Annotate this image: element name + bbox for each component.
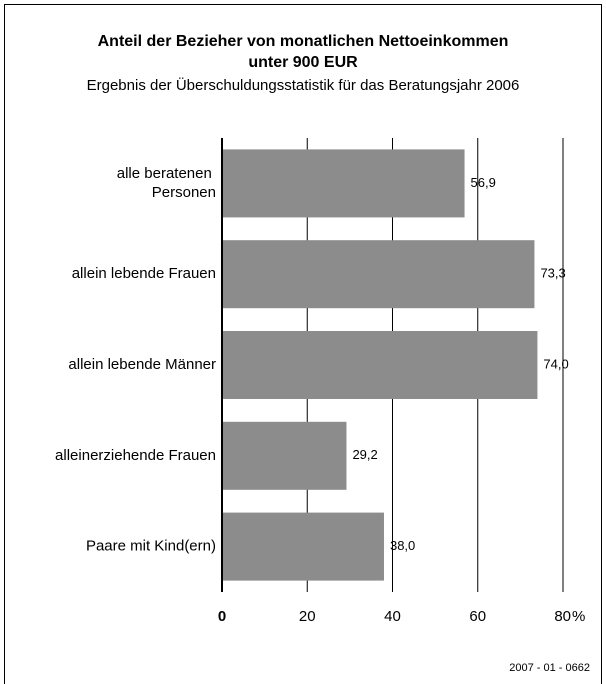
y-tick-label: allein lebende Frauen	[72, 265, 216, 282]
bar	[222, 512, 384, 581]
x-tick-label: 20	[299, 608, 316, 625]
y-tick-label: Paare mit Kind(ern)	[86, 538, 216, 555]
bar	[222, 240, 535, 309]
bar	[222, 421, 347, 490]
chart-subtitle: Ergebnis der Überschuldungsstatistik für…	[87, 76, 520, 94]
value-label: 74,0	[543, 356, 568, 371]
bar	[222, 331, 538, 399]
value-label: 73,3	[540, 266, 565, 281]
value-label: 56,9	[471, 175, 496, 190]
x-tick-label: 80	[554, 608, 571, 625]
y-tick-label-line: Personen	[152, 184, 216, 201]
chart-title-line2: unter 900 EUR	[248, 54, 358, 71]
chart-title: Anteil der Bezieher von monatlichen Nett…	[98, 33, 509, 50]
x-tick-label: 60	[469, 608, 486, 625]
y-tick-label: allein lebende Männer	[68, 356, 216, 373]
x-tick-label: 0	[218, 608, 226, 625]
y-tick-label: alle beratenen Personen	[117, 165, 216, 201]
x-tick-label: 40	[384, 608, 401, 625]
footnote: 2007 - 01 - 0662	[509, 662, 590, 674]
bar	[222, 149, 465, 218]
x-unit: %	[572, 608, 585, 625]
y-tick-label: alleinerziehende Frauen	[55, 447, 216, 464]
frame	[4, 4, 602, 684]
value-label: 29,2	[352, 447, 377, 462]
value-label: 38,0	[390, 538, 415, 553]
y-tick-label-line: alle beratenen	[117, 165, 216, 182]
